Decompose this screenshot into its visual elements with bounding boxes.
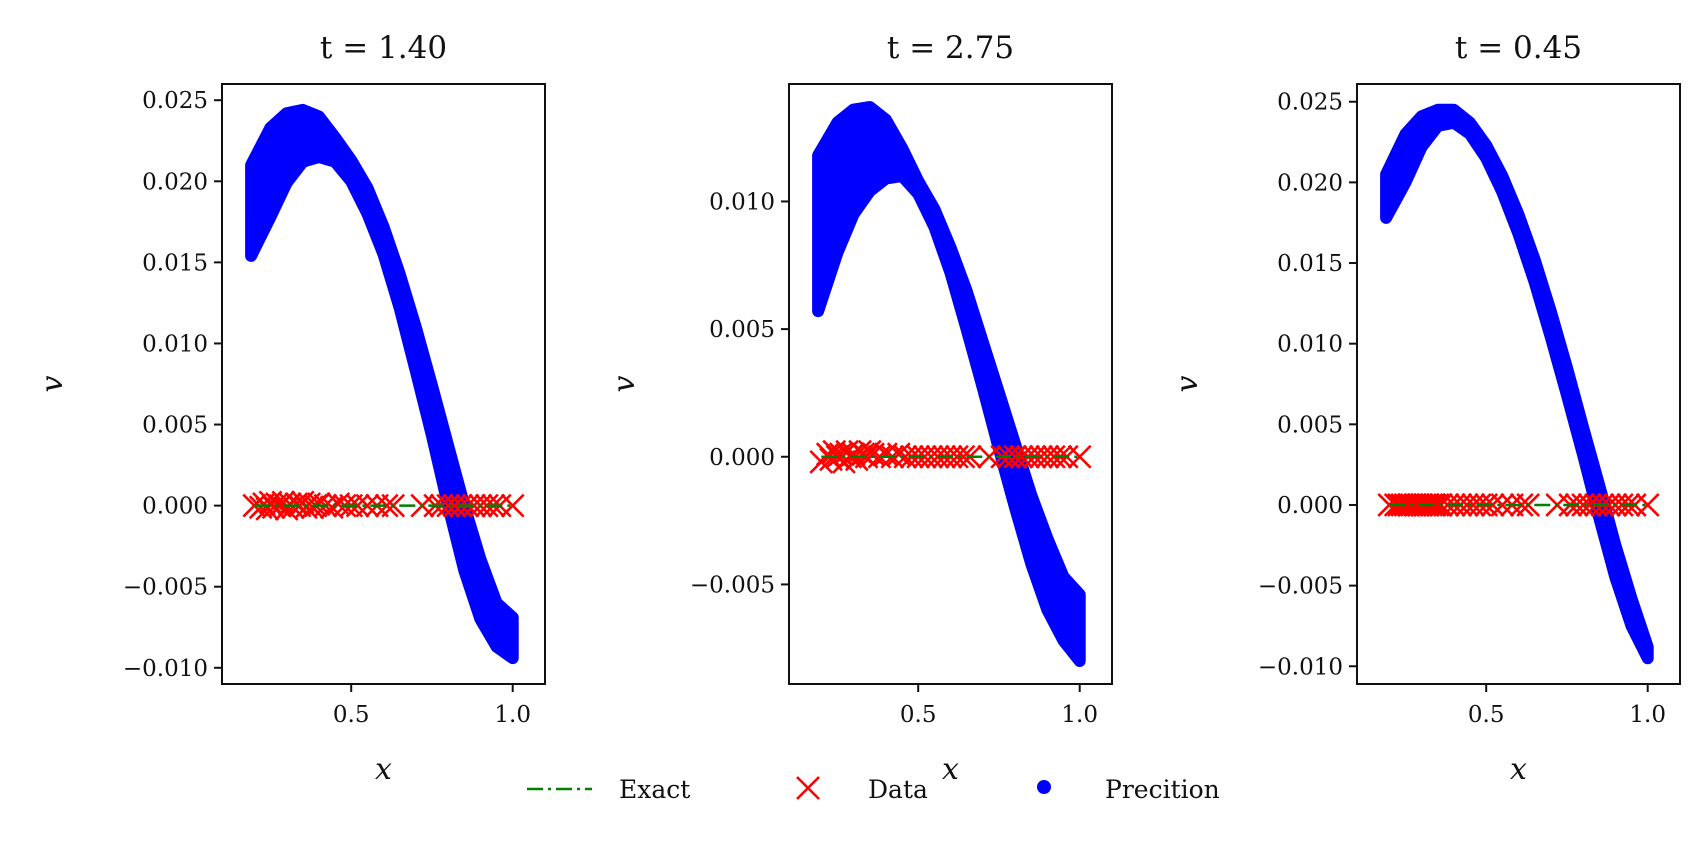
legend-precition-swatch — [1037, 780, 1051, 794]
y-axis-label: v — [1170, 375, 1205, 392]
y-tick-label: 0.005 — [709, 317, 775, 343]
legend-data-label: Data — [868, 775, 928, 804]
prediction-series — [1380, 103, 1654, 665]
y-tick-label: 0.000 — [1277, 493, 1343, 519]
prediction-band — [1380, 103, 1654, 665]
plot-area — [809, 101, 1092, 667]
y-tick-label: 0.000 — [709, 445, 775, 471]
panel-title: t = 2.75 — [887, 30, 1014, 66]
prediction-series — [245, 103, 519, 665]
x-tick-label: 0.5 — [1468, 702, 1505, 728]
legend-data-swatch — [796, 776, 820, 800]
y-tick-label: 0.005 — [142, 413, 208, 439]
y-tick-label: 0.010 — [1277, 332, 1343, 358]
x-axis-label: x — [375, 752, 392, 787]
x-tick-label: 1.0 — [1061, 702, 1098, 728]
y-tick-label: 0.015 — [142, 250, 208, 276]
panel-3: 0.5 1.0 −0.010 −0.005 0.000 0.005 0.010 0.015 0.… — [1170, 30, 1681, 787]
data-point — [1480, 493, 1505, 517]
legend: Exact Data Precition — [527, 775, 1220, 804]
panel-1: 0.5 1.0 −0.010 −0.005 0.000 0.005 0.010 0.015 0.… — [35, 30, 546, 787]
data-point — [374, 493, 399, 518]
data-point — [345, 493, 370, 518]
x-tick-label: 0.5 — [333, 702, 370, 728]
x-axis-label: x — [1510, 752, 1527, 787]
panel-2: 0.5 1.0 −0.005 0.000 0.005 0.010 t = 2.75 x v — [607, 30, 1113, 787]
x-tick-label: 1.0 — [1629, 702, 1666, 728]
panel-title: t = 0.45 — [1455, 30, 1582, 66]
data-point — [1509, 493, 1534, 517]
x-tick-label: 0.5 — [900, 702, 937, 728]
plot-area — [242, 103, 525, 665]
y-tick-label: 0.005 — [1277, 412, 1343, 438]
y-tick-label: −0.005 — [1258, 574, 1343, 600]
axes-frame — [788, 83, 1113, 685]
data-point — [1490, 493, 1515, 517]
y-tick-label: 0.025 — [142, 88, 208, 114]
y-tick-label: 0.000 — [142, 494, 208, 520]
data-point — [1635, 493, 1660, 517]
legend-exact-label: Exact — [619, 775, 690, 804]
y-tick-label: 0.010 — [142, 331, 208, 357]
y-tick-label: −0.010 — [1258, 654, 1343, 680]
y-tick-label: 0.015 — [1277, 251, 1343, 277]
data-point — [951, 444, 976, 469]
y-tick-label: −0.005 — [123, 575, 208, 601]
data-point — [1067, 444, 1092, 469]
panel-title: t = 1.40 — [320, 30, 447, 66]
chart-panels: 0.5 1.0 −0.010 −0.005 0.000 0.005 0.010 0.015 0.… — [35, 30, 1681, 787]
y-tick-label: −0.010 — [123, 656, 208, 682]
y-axis-label: v — [607, 375, 642, 392]
legend-precition-label: Precition — [1105, 775, 1220, 804]
data-point — [355, 493, 380, 518]
plot-area — [1377, 103, 1660, 665]
y-tick-label: 0.020 — [1277, 170, 1343, 196]
y-tick-label: 0.025 — [1277, 90, 1343, 116]
axes-frame — [221, 83, 546, 685]
y-tick-label: −0.005 — [690, 572, 775, 598]
y-tick-label: 0.020 — [142, 169, 208, 195]
prediction-band — [245, 103, 519, 665]
prediction-series — [812, 101, 1086, 667]
data-point — [500, 493, 525, 518]
prediction-band — [812, 101, 1086, 667]
axes-frame — [1356, 83, 1681, 685]
x-axis-label: x — [942, 752, 959, 787]
y-axis-label: v — [35, 375, 70, 392]
x-tick-label: 1.0 — [494, 702, 531, 728]
y-tick-label: 0.010 — [709, 189, 775, 215]
